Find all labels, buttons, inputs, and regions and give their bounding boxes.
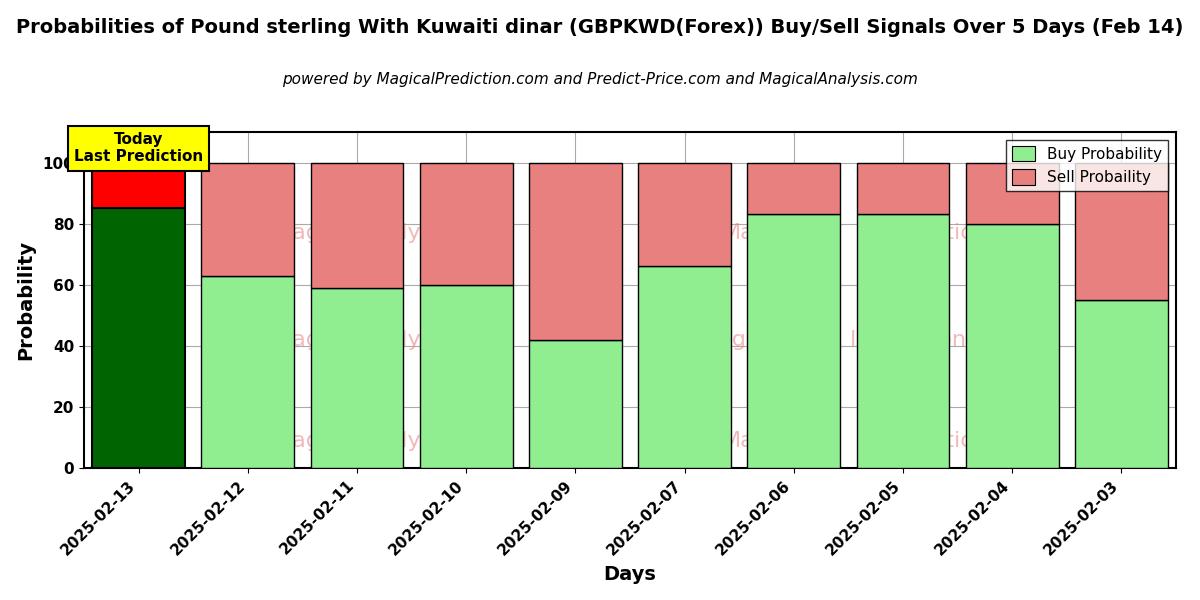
Bar	[529, 340, 622, 468]
Bar	[202, 163, 294, 275]
Bar	[420, 285, 512, 468]
Text: Today
Last Prediction: Today Last Prediction	[74, 132, 203, 164]
Bar	[966, 224, 1058, 468]
X-axis label: Days: Days	[604, 565, 656, 584]
Text: Probabilities of Pound sterling With Kuwaiti dinar (GBPKWD(Forex)) Buy/Sell Sign: Probabilities of Pound sterling With Kuw…	[17, 18, 1183, 37]
Y-axis label: Probability: Probability	[17, 240, 36, 360]
Text: lPrediction.com: lPrediction.com	[872, 223, 1043, 243]
Text: MagicalAnalysis.com: MagicalAnalysis.com	[274, 331, 505, 350]
Bar	[92, 163, 185, 208]
Text: Magica: Magica	[721, 431, 800, 451]
Bar	[966, 163, 1058, 224]
Bar	[857, 214, 949, 468]
Bar	[748, 214, 840, 468]
Bar	[92, 208, 185, 468]
Bar	[311, 163, 403, 288]
Bar	[1075, 163, 1168, 300]
Text: powered by MagicalPrediction.com and Predict-Price.com and MagicalAnalysis.com: powered by MagicalPrediction.com and Pre…	[282, 72, 918, 87]
Bar	[857, 163, 949, 214]
Text: lPrediction.com: lPrediction.com	[872, 431, 1043, 451]
Text: MagicalAnalysis.com: MagicalAnalysis.com	[274, 223, 505, 243]
Bar	[638, 266, 731, 468]
Text: lPrediction.com: lPrediction.com	[850, 331, 1021, 350]
Legend: Buy Probability, Sell Probaility: Buy Probability, Sell Probaility	[1006, 140, 1169, 191]
Bar	[202, 275, 294, 468]
Text: MagicalAnalysis.com: MagicalAnalysis.com	[274, 431, 505, 451]
Bar	[311, 288, 403, 468]
Text: Magica: Magica	[700, 331, 779, 350]
Bar	[529, 163, 622, 340]
Bar	[638, 163, 731, 266]
Text: Magica: Magica	[721, 223, 800, 243]
Bar	[748, 163, 840, 214]
Bar	[420, 163, 512, 285]
Bar	[1075, 300, 1168, 468]
